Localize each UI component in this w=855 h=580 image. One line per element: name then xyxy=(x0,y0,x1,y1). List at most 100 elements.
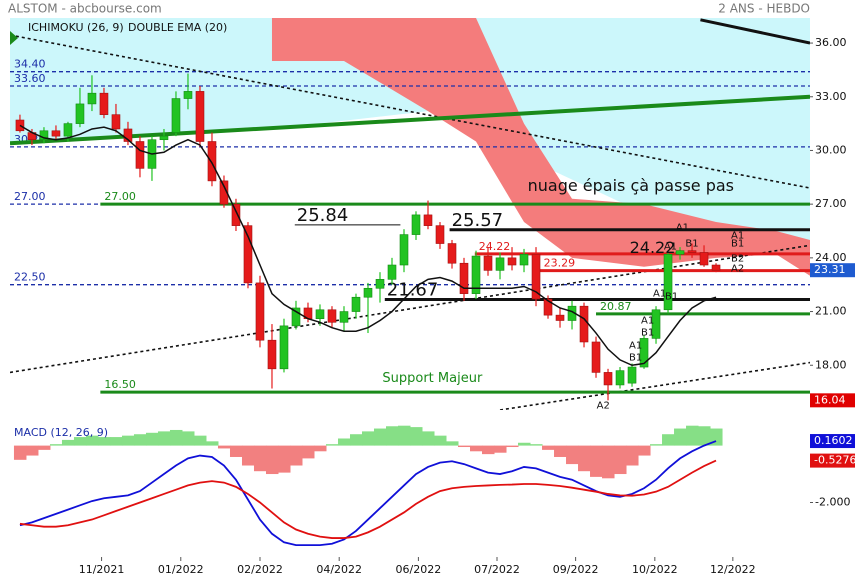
candle-body xyxy=(219,180,229,205)
legend-entry: ICHIMOKU (26, 9) xyxy=(28,21,124,34)
histogram-bar xyxy=(518,442,531,446)
signal-label: A1 xyxy=(731,230,744,241)
histogram-bar xyxy=(506,445,519,448)
histogram-bar xyxy=(145,432,159,446)
x-tick-label: 02/2022 xyxy=(237,563,283,576)
candle-body xyxy=(39,130,49,141)
histogram-bar xyxy=(422,431,435,446)
histogram-bar xyxy=(313,445,327,452)
histogram-bar xyxy=(121,435,135,446)
histogram-bar xyxy=(277,445,291,473)
candle-body xyxy=(135,141,145,169)
candle-body xyxy=(507,257,517,266)
y-tick-label: 18.00 xyxy=(815,358,847,371)
period: 2 ANS - HEBDO xyxy=(718,2,810,16)
candle-body xyxy=(447,243,457,264)
reference-level-label: 22.50 xyxy=(14,271,46,284)
signal-label: B2 xyxy=(731,253,744,264)
histogram-bar xyxy=(193,435,207,446)
y-tick-label: 27.00 xyxy=(815,197,847,210)
histogram-bar xyxy=(337,438,351,446)
x-tick-label: 01/2022 xyxy=(158,563,204,576)
histogram-bar xyxy=(542,445,555,450)
x-tick-label: 06/2022 xyxy=(396,563,442,576)
x-tick-label: 09/2022 xyxy=(553,563,599,576)
candle-body xyxy=(339,311,349,323)
histogram-bar xyxy=(385,426,399,446)
signal-label: A1 xyxy=(653,289,666,300)
candle-body xyxy=(711,264,721,271)
annotation: 24.22 xyxy=(630,238,676,257)
value-box xyxy=(810,453,855,468)
histogram-bar xyxy=(349,434,363,446)
signal-label: B1 xyxy=(641,327,654,338)
candle-body xyxy=(687,250,697,253)
candle-body xyxy=(315,309,325,320)
candle-body xyxy=(471,255,481,294)
histogram-bar xyxy=(410,427,423,446)
candle-body xyxy=(651,309,661,339)
trendline xyxy=(700,18,810,45)
histogram-bar xyxy=(25,445,39,456)
candle-body xyxy=(579,305,589,343)
signal-label: A1 xyxy=(629,341,642,352)
annotation: nuage épais çà passe pas xyxy=(528,176,734,195)
level-label: 27.00 xyxy=(104,190,136,203)
candle-body xyxy=(231,203,241,226)
histogram-bar xyxy=(566,445,579,465)
legend-marker xyxy=(10,31,18,45)
candle-body xyxy=(435,225,445,244)
signal-label: B1 xyxy=(629,353,642,364)
annotation: Support Majeur xyxy=(382,371,483,386)
trendline xyxy=(10,244,810,374)
histogram-bar xyxy=(626,445,639,466)
histogram-bar xyxy=(482,445,495,455)
reference-level-label: 27.00 xyxy=(14,190,46,203)
candle-body xyxy=(327,309,337,323)
candle-body xyxy=(87,92,97,105)
price-panel: 34.4033.6030.2027.0022.5027.0016.5020.87… xyxy=(10,18,810,410)
histogram-bar xyxy=(265,445,279,475)
histogram-bar xyxy=(361,431,375,446)
candle-body xyxy=(459,262,469,294)
histogram-bar xyxy=(109,437,123,446)
level-label: 16.50 xyxy=(104,378,136,391)
candle-body xyxy=(123,128,133,142)
signal-label: B1 xyxy=(665,291,678,302)
level-label: 20.87 xyxy=(600,300,632,313)
candle-body xyxy=(675,250,685,255)
ema-line xyxy=(19,124,717,367)
candle-body xyxy=(375,279,385,289)
candle-body xyxy=(483,255,493,271)
histogram-bar xyxy=(301,445,315,459)
value-box xyxy=(810,434,855,449)
value-box-label: 16.04 xyxy=(814,393,846,406)
level-label: 24.22 xyxy=(479,240,511,253)
y-tick-label: 33.00 xyxy=(815,90,847,103)
trendline xyxy=(10,94,810,146)
legend-entry: DOUBLE EMA (20) xyxy=(128,21,227,34)
histogram-bar xyxy=(229,445,243,457)
candle-body xyxy=(399,234,409,266)
candle-body xyxy=(183,91,193,99)
value-box-label: 23.31 xyxy=(814,263,846,276)
histogram-bar xyxy=(578,445,591,472)
candle-body xyxy=(423,214,433,226)
histogram-bar xyxy=(37,445,51,450)
candle-body xyxy=(171,98,181,133)
value-box xyxy=(810,263,855,278)
candle-body xyxy=(243,225,253,284)
trendline xyxy=(10,34,810,189)
key-level-label: 25.84 xyxy=(297,205,349,226)
x-tick-label: 12/2022 xyxy=(710,563,756,576)
histogram-bar xyxy=(181,431,195,446)
candle-body xyxy=(663,253,673,311)
candle-body xyxy=(627,366,637,384)
histogram-bar xyxy=(470,445,483,452)
candle-body xyxy=(555,314,565,321)
histogram-bar xyxy=(397,425,411,446)
histogram-bar xyxy=(674,428,687,446)
reference-level-label: 33.60 xyxy=(14,72,46,85)
signal-label: B1 xyxy=(731,239,744,250)
y-tick-label: 36.00 xyxy=(815,36,847,49)
